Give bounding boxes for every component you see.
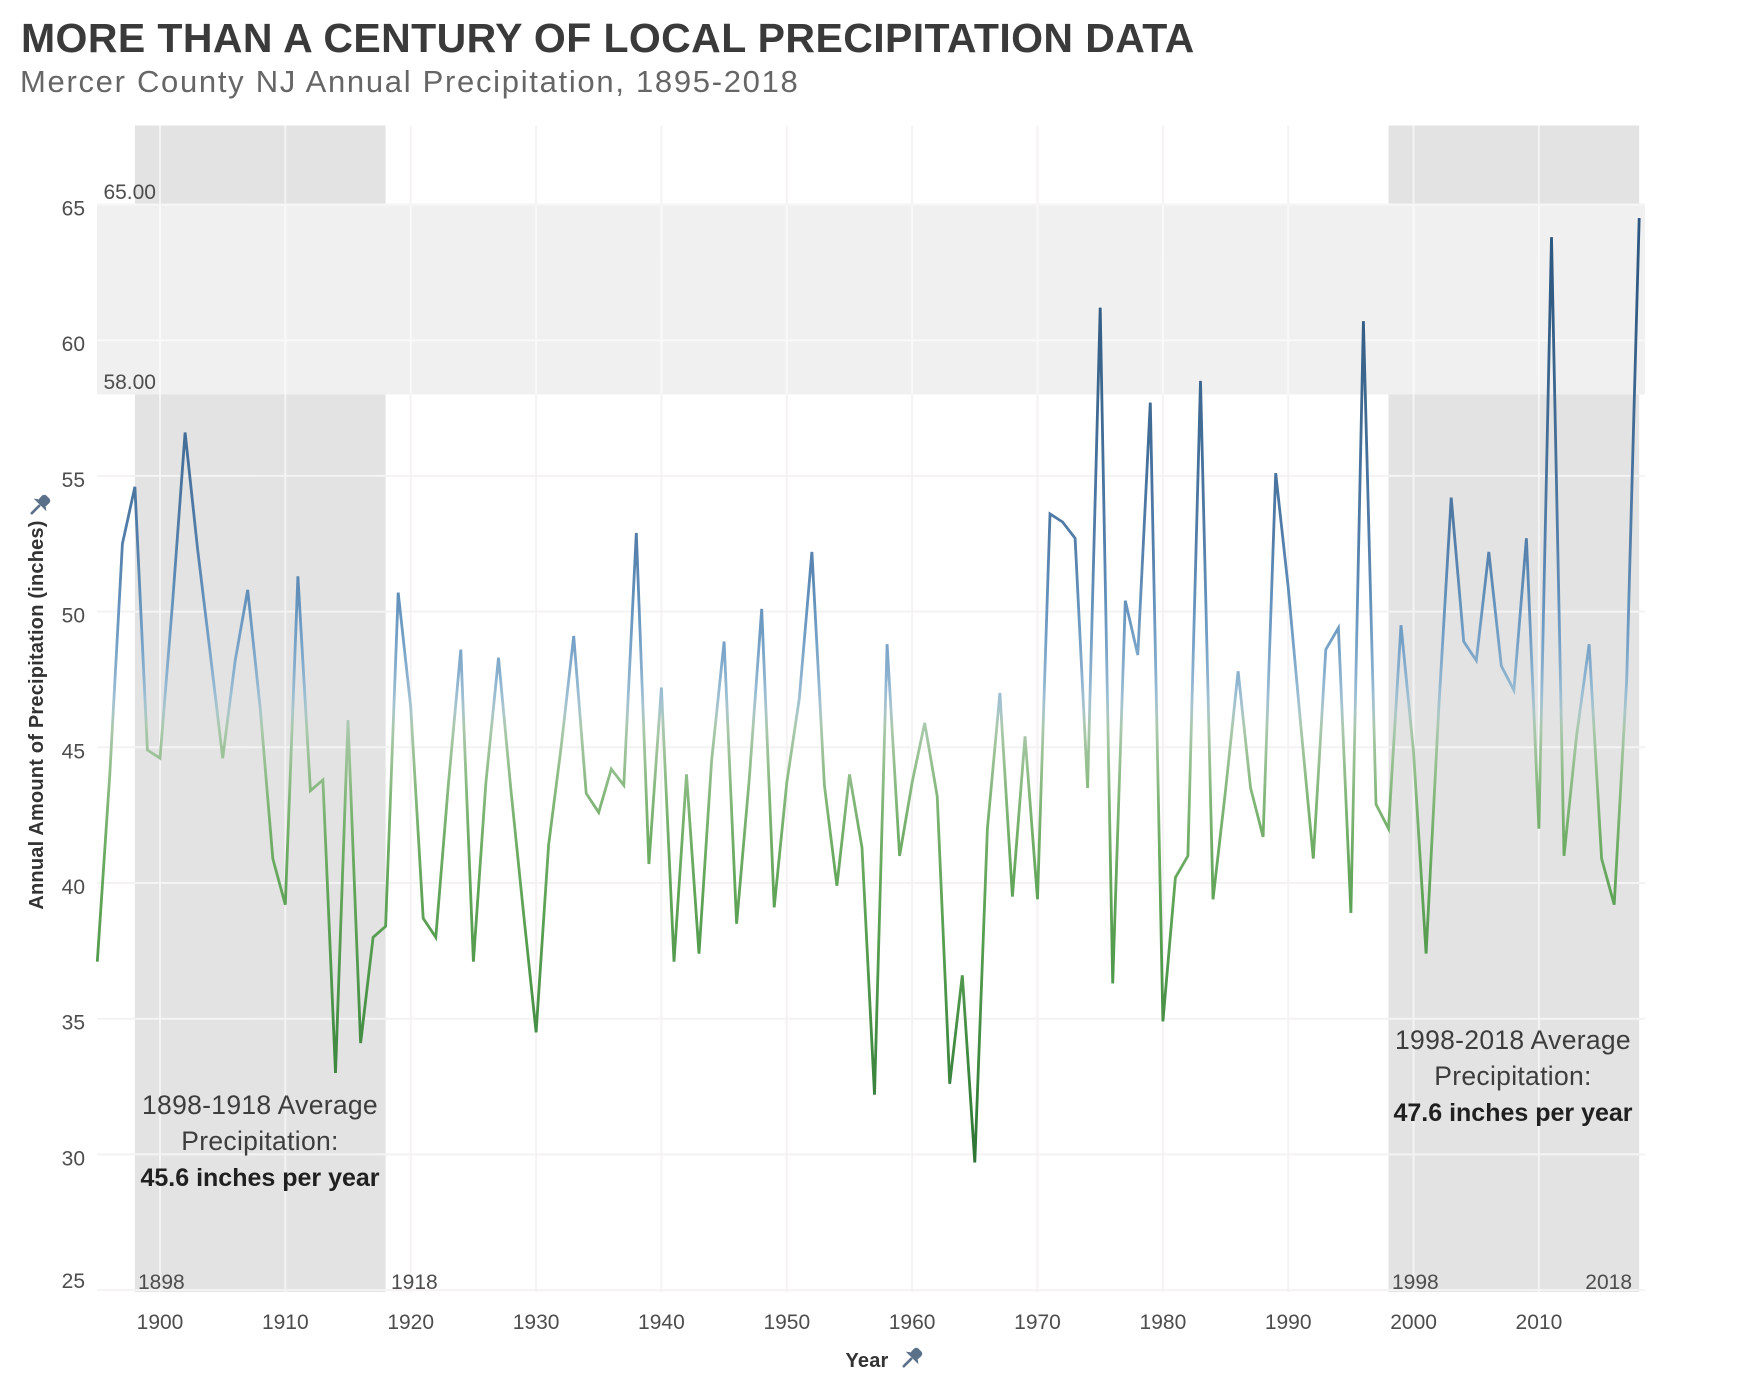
svg-text:1960: 1960 xyxy=(889,1311,936,1334)
svg-text:45: 45 xyxy=(62,740,85,763)
svg-text:25: 25 xyxy=(62,1270,85,1293)
svg-text:1920: 1920 xyxy=(387,1311,434,1334)
svg-text:1970: 1970 xyxy=(1014,1311,1061,1334)
svg-text:65: 65 xyxy=(62,198,85,221)
svg-text:1940: 1940 xyxy=(638,1311,685,1334)
svg-text:47.6 inches per year: 47.6 inches per year xyxy=(1393,1099,1632,1127)
svg-text:1918: 1918 xyxy=(391,1271,438,1294)
svg-text:45.6 inches per year: 45.6 inches per year xyxy=(140,1164,379,1192)
svg-text:1898-1918 Average: 1898-1918 Average xyxy=(142,1090,378,1120)
svg-text:50: 50 xyxy=(62,605,85,628)
svg-text:1998: 1998 xyxy=(1392,1271,1439,1294)
svg-text:1998-2018 Average: 1998-2018 Average xyxy=(1395,1025,1631,1055)
svg-text:Precipitation:: Precipitation: xyxy=(181,1126,338,1156)
svg-text:2018: 2018 xyxy=(1585,1271,1632,1294)
svg-text:1980: 1980 xyxy=(1140,1311,1187,1334)
svg-text:2000: 2000 xyxy=(1390,1311,1437,1334)
svg-text:40: 40 xyxy=(62,876,85,899)
svg-text:1950: 1950 xyxy=(763,1311,810,1334)
svg-text:35: 35 xyxy=(62,1012,85,1035)
svg-text:65.00: 65.00 xyxy=(103,181,156,204)
svg-text:1990: 1990 xyxy=(1265,1311,1312,1334)
svg-text:1910: 1910 xyxy=(262,1311,309,1334)
svg-text:60: 60 xyxy=(62,333,85,356)
svg-text:1900: 1900 xyxy=(137,1311,184,1334)
svg-text:Annual Amount of Precipitation: Annual Amount of Precipitation (inches) xyxy=(26,520,48,909)
svg-text:1898: 1898 xyxy=(138,1271,185,1294)
svg-text:Mercer County NJ Annual Precip: Mercer County NJ Annual Precipitation, 1… xyxy=(20,64,800,99)
svg-text:58.00: 58.00 xyxy=(103,371,156,394)
svg-text:Precipitation:: Precipitation: xyxy=(1434,1061,1591,1091)
svg-text:30: 30 xyxy=(62,1147,85,1170)
svg-text:55: 55 xyxy=(62,469,85,492)
svg-text:2010: 2010 xyxy=(1516,1311,1563,1334)
svg-text:Year: Year xyxy=(845,1350,888,1372)
svg-text:1930: 1930 xyxy=(513,1311,560,1334)
svg-text:MORE THAN A CENTURY OF LOCAL P: MORE THAN A CENTURY OF LOCAL PRECIPITATI… xyxy=(21,15,1195,61)
